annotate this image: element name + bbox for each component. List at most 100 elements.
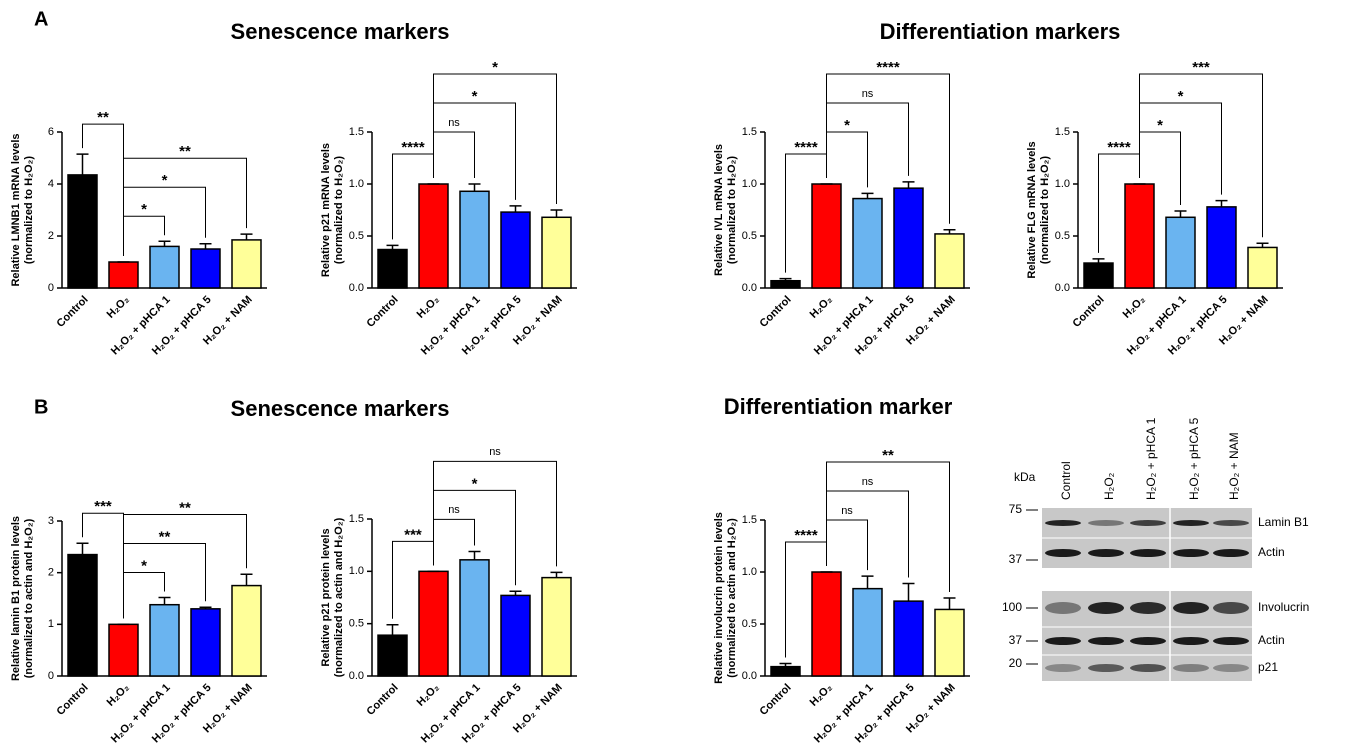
significance-bracket bbox=[434, 132, 475, 178]
significance-label: ns bbox=[489, 446, 501, 458]
row-label: Actin bbox=[1258, 545, 1285, 559]
band bbox=[1088, 520, 1124, 526]
bar bbox=[894, 601, 923, 676]
x-tick-label: H₂O₂ bbox=[1121, 294, 1148, 321]
bar bbox=[935, 234, 964, 288]
bar bbox=[68, 175, 97, 288]
band bbox=[1045, 520, 1081, 526]
y-axis-label: Relative p21 mRNA levels bbox=[320, 143, 332, 277]
band bbox=[1088, 637, 1124, 645]
error-bar bbox=[159, 597, 171, 604]
band bbox=[1173, 549, 1209, 557]
y-axis-label: Relative lamin B1 protein levels bbox=[10, 516, 22, 681]
significance-label: * bbox=[472, 88, 478, 105]
y-tick-label: 2 bbox=[48, 567, 54, 579]
significance-bracket bbox=[827, 520, 868, 570]
marker-label: 20 bbox=[1009, 656, 1023, 670]
error-bar bbox=[903, 182, 915, 188]
marker-label: 100 bbox=[1002, 600, 1022, 614]
section-title: Differentiation markers bbox=[880, 19, 1121, 44]
band bbox=[1173, 602, 1209, 614]
significance-label: * bbox=[1157, 117, 1163, 134]
significance-label: * bbox=[141, 557, 147, 574]
significance-bracket bbox=[434, 74, 557, 204]
x-tick-label: H₂O₂ bbox=[808, 294, 835, 321]
bar bbox=[501, 212, 530, 288]
bar bbox=[1166, 217, 1195, 288]
bar bbox=[812, 184, 841, 288]
band bbox=[1213, 520, 1249, 526]
y-axis-label: (normalized to actin and H₂O₂) bbox=[333, 517, 345, 677]
bar bbox=[542, 578, 571, 676]
marker-label: 37 bbox=[1009, 633, 1023, 647]
bar bbox=[232, 586, 261, 676]
band bbox=[1130, 549, 1166, 557]
y-axis-label: (normalized to H₂O₂) bbox=[1039, 156, 1051, 265]
band bbox=[1173, 637, 1209, 645]
y-tick-label: 0.5 bbox=[742, 230, 757, 242]
lane-label: H₂O₂ + pHCA 1 bbox=[1144, 417, 1158, 500]
lane-label: H₂O₂ + NAM bbox=[1227, 432, 1241, 500]
bar bbox=[853, 199, 882, 288]
y-tick-label: 0.0 bbox=[1055, 282, 1070, 294]
band bbox=[1088, 549, 1124, 557]
error-bar bbox=[551, 210, 563, 217]
lane-label: H₂O₂ bbox=[1102, 472, 1116, 500]
bar bbox=[68, 555, 97, 676]
y-tick-label: 0.5 bbox=[349, 618, 364, 630]
bar bbox=[191, 609, 220, 676]
bar bbox=[812, 572, 841, 676]
marker-label: 37 bbox=[1009, 552, 1023, 566]
bar bbox=[419, 184, 448, 288]
row-label: Lamin B1 bbox=[1258, 515, 1309, 529]
significance-label: **** bbox=[794, 139, 818, 156]
significance-bracket bbox=[1140, 74, 1263, 237]
panel-label: B bbox=[34, 396, 48, 418]
row-label: p21 bbox=[1258, 660, 1278, 674]
band bbox=[1213, 664, 1249, 672]
y-axis-label: (normalized to H₂O₂) bbox=[23, 156, 35, 265]
significance-bracket bbox=[827, 74, 950, 224]
bar bbox=[1248, 247, 1277, 288]
error-bar bbox=[159, 241, 171, 246]
x-tick-label: H₂O₂ bbox=[105, 682, 132, 709]
y-tick-label: 3 bbox=[48, 515, 54, 527]
error-bar bbox=[469, 551, 481, 559]
bar bbox=[1207, 207, 1236, 288]
error-bar bbox=[469, 184, 481, 191]
significance-label: **** bbox=[1107, 139, 1131, 156]
x-tick-label: Control bbox=[55, 294, 91, 330]
y-tick-label: 1.5 bbox=[1055, 126, 1070, 138]
y-tick-label: 0 bbox=[48, 282, 54, 294]
band bbox=[1045, 637, 1081, 645]
significance-label: * bbox=[162, 172, 168, 189]
bar bbox=[1084, 263, 1113, 288]
y-tick-label: 1.0 bbox=[349, 565, 364, 577]
band bbox=[1130, 637, 1166, 645]
y-tick-label: 0 bbox=[48, 670, 54, 682]
error-bar bbox=[510, 206, 522, 212]
significance-label: **** bbox=[876, 59, 900, 76]
y-tick-label: 0.0 bbox=[742, 670, 757, 682]
error-bar bbox=[387, 625, 399, 635]
y-tick-label: 1 bbox=[48, 618, 54, 630]
error-bar bbox=[944, 598, 956, 609]
significance-label: ns bbox=[862, 88, 874, 100]
y-tick-label: 0.5 bbox=[742, 618, 757, 630]
lane-label: Control bbox=[1059, 461, 1073, 500]
bar bbox=[232, 240, 261, 288]
marker-label: 75 bbox=[1009, 502, 1023, 516]
y-axis-label: (normalized to actin and H₂O₂) bbox=[726, 518, 738, 678]
significance-label: *** bbox=[1192, 59, 1210, 76]
bar bbox=[1125, 184, 1154, 288]
error-bar bbox=[200, 244, 212, 249]
y-axis-label: Relative p21 protein levels bbox=[320, 528, 332, 666]
x-tick-label: H₂O₂ bbox=[808, 682, 835, 709]
significance-label: ns bbox=[862, 476, 874, 488]
bar bbox=[894, 188, 923, 288]
error-bar bbox=[903, 583, 915, 601]
y-axis-label: Relative involucrin protein levels bbox=[713, 512, 725, 684]
bar bbox=[419, 571, 448, 676]
significance-bracket bbox=[434, 519, 475, 565]
bar bbox=[150, 605, 179, 676]
